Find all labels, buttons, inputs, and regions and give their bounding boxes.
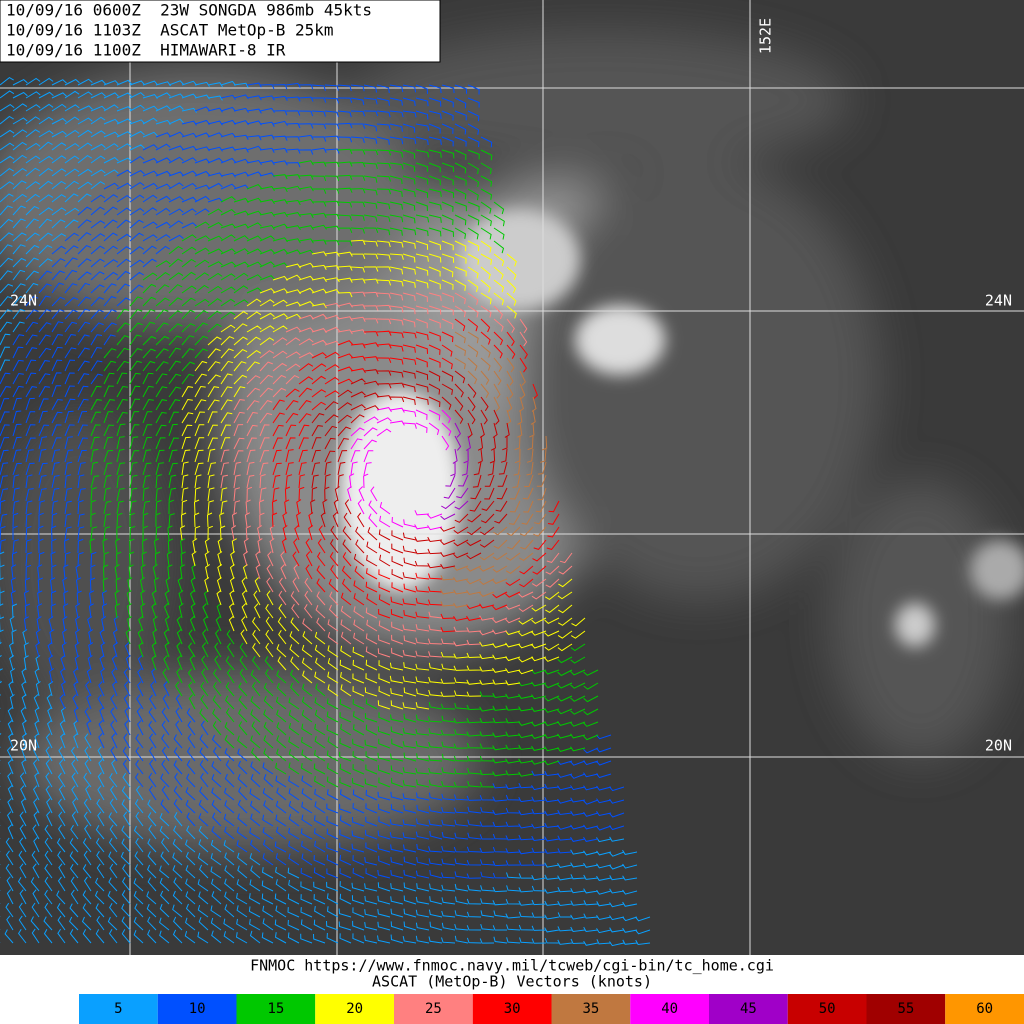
legend-swatch	[866, 994, 946, 1024]
legend-swatch	[157, 994, 237, 1024]
header-line: 10/09/16 1103Z ASCAT MetOp-B 25km	[6, 21, 334, 40]
wind-barbs	[179, 239, 586, 710]
lat-label: 20N	[985, 737, 1012, 755]
header-box	[0, 0, 441, 63]
legend-swatch	[236, 994, 316, 1024]
legend-swatch	[79, 994, 158, 1024]
legend-label: 20	[346, 1001, 363, 1017]
legend-swatch	[551, 994, 631, 1024]
lat-lon-grid	[0, 0, 1024, 955]
legend-swatch	[945, 994, 1024, 1024]
wind-barbs	[347, 407, 452, 531]
legend-swatch	[787, 994, 867, 1024]
lat-label: 24N	[985, 292, 1012, 310]
legend-label: 35	[582, 1001, 599, 1017]
legend-swatch	[709, 994, 788, 1024]
wind-barbs	[89, 148, 599, 788]
legend-label: 25	[425, 1001, 442, 1017]
wind-barb-swath	[0, 76, 651, 947]
legend-label: 45	[740, 1001, 757, 1017]
header-line: 10/09/16 1100Z HIMAWARI-8 IR	[6, 41, 286, 60]
legend-label: 30	[504, 1001, 521, 1017]
lat-label: 24N	[10, 292, 37, 310]
legend-label: 60	[976, 1001, 993, 1017]
legend-label: 15	[267, 1001, 284, 1017]
wind-barbs	[310, 369, 510, 580]
lon-label: 152E	[757, 18, 775, 54]
legend-label: 55	[897, 1001, 914, 1017]
lat-label: 20N	[10, 737, 37, 755]
ir-image: 152E 24N 24N 20N 20N	[0, 0, 1024, 955]
legend-swatch	[315, 994, 394, 1024]
legend-swatch	[630, 994, 709, 1024]
wind-barbs	[440, 422, 471, 520]
legend-label: 5	[114, 1001, 122, 1017]
legend-label: 50	[819, 1001, 836, 1017]
legend-label: 10	[189, 1001, 206, 1017]
legend-label: 40	[661, 1001, 678, 1017]
wind-barbs	[271, 318, 560, 633]
header-line: 10/09/16 0600Z 23W SONGDA 986mb 45kts	[6, 1, 372, 20]
wind-barbs	[0, 82, 625, 879]
legend-swatch	[394, 994, 473, 1024]
legend-swatch	[472, 994, 552, 1024]
legend: 5 10 15 20 25 30 35 40 45 50 55 60	[79, 994, 1024, 1024]
wind-barbs	[220, 291, 573, 658]
wind-barbs	[0, 76, 651, 947]
footer-source: FNMOC https://www.fnmoc.navy.mil/tcweb/c…	[250, 957, 774, 975]
footer-caption: ASCAT (MetOp-B) Vectors (knots)	[372, 973, 652, 991]
wind-barbs	[440, 331, 548, 608]
